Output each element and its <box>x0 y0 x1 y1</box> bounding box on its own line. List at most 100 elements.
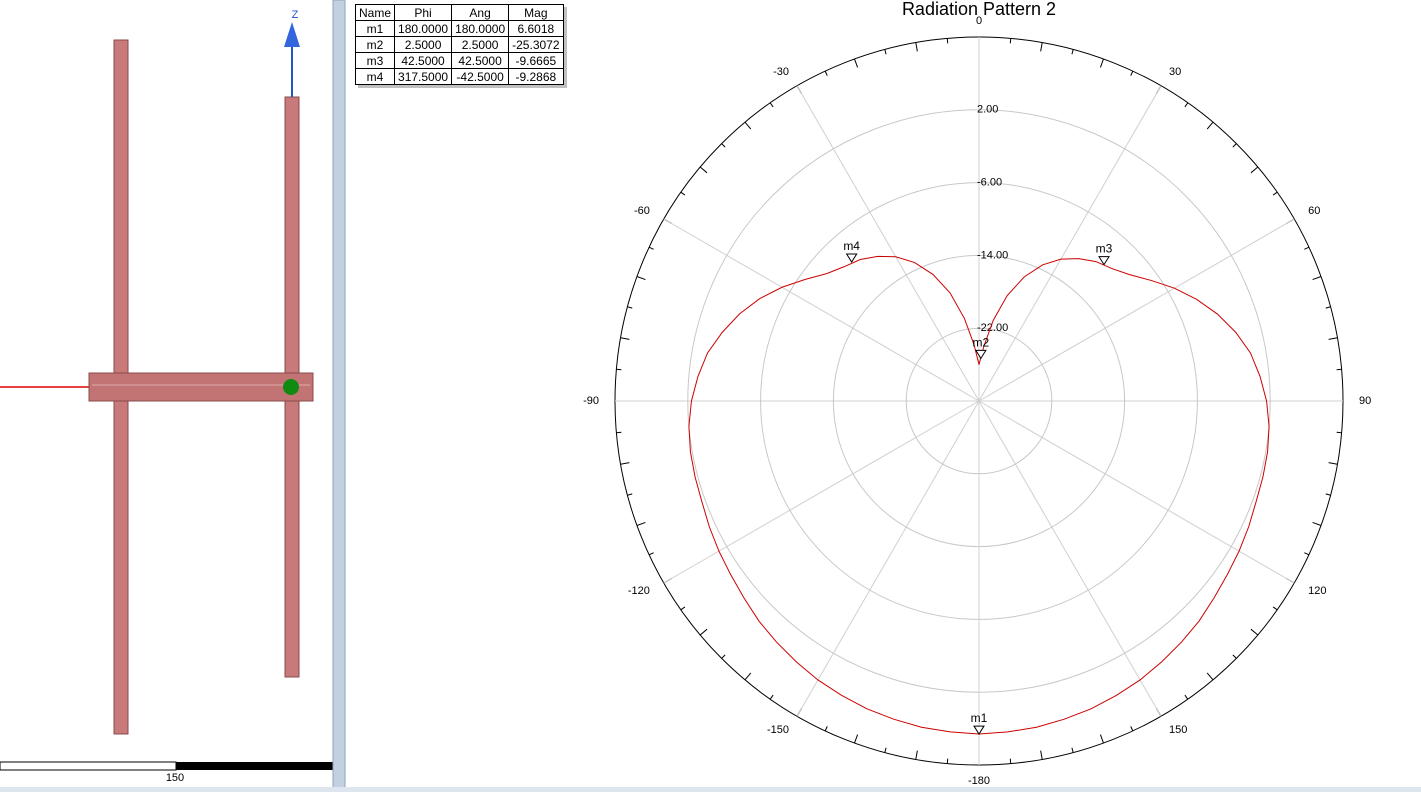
table-cell: Phi <box>394 4 453 21</box>
table-cell: Ang <box>451 4 510 21</box>
angle-tick <box>648 552 654 556</box>
marker-label: m4 <box>843 239 860 253</box>
feed-port <box>283 379 299 395</box>
angle-tick <box>824 726 828 732</box>
scale-bar <box>0 761 177 771</box>
angle-tick <box>636 276 646 281</box>
angle-tick <box>1232 654 1237 659</box>
table-cell: 180.0000 <box>451 20 510 37</box>
angle-tick <box>744 672 752 681</box>
angle-tick <box>620 462 630 465</box>
angle-label: -90 <box>583 395 599 407</box>
marker-label: m2 <box>973 336 990 350</box>
table-cell: m1 <box>354 20 396 37</box>
marker <box>845 253 858 263</box>
angle-tick <box>1184 694 1189 700</box>
splitter[interactable] <box>332 0 346 792</box>
angle-tick <box>648 246 654 250</box>
angle-label: 150 <box>1169 724 1187 736</box>
angle-tick <box>1304 246 1310 250</box>
table-row: m4 317.5000 -42.5000 -9.2868 <box>354 68 564 85</box>
angle-tick <box>1312 521 1322 526</box>
angle-tick <box>1130 70 1134 76</box>
angle-tick <box>1304 552 1310 556</box>
angle-tick <box>1272 191 1278 196</box>
grid-circle <box>760 182 1198 620</box>
angle-tick <box>1184 102 1189 108</box>
angle-tick <box>1040 750 1043 760</box>
angle-tick <box>915 42 918 52</box>
table-cell: -9.2868 <box>508 68 564 85</box>
angle-label: 60 <box>1308 205 1320 217</box>
angle-tick <box>1071 747 1074 753</box>
angle-label: -30 <box>773 66 789 78</box>
angle-tick <box>1099 734 1104 744</box>
angle-tick <box>1272 606 1278 611</box>
table-cell: Name <box>354 4 396 21</box>
table-cell: Mag <box>508 4 564 21</box>
grid-circle <box>687 109 1271 693</box>
angle-tick <box>769 102 774 108</box>
table-cell: -25.3072 <box>508 36 564 53</box>
angle-tick <box>1071 49 1074 55</box>
grid-spoke <box>978 400 1162 717</box>
angle-tick <box>627 493 633 496</box>
angle-tick <box>721 654 726 659</box>
marker-table: Name Phi Ang Mag m1 180.0000 180.0000 6.6018 m2 2… <box>354 4 564 85</box>
angle-tick <box>627 306 633 309</box>
status-strip <box>0 787 1421 792</box>
angle-tick <box>1232 143 1237 148</box>
grid-spoke <box>978 85 1162 402</box>
radial-label: -22.00 <box>977 322 1008 334</box>
radial-label: -14.00 <box>977 249 1008 261</box>
pattern-curve <box>688 255 1270 735</box>
angle-tick <box>680 606 686 611</box>
grid-spoke <box>978 218 1295 402</box>
angle-tick <box>1206 672 1214 681</box>
marker <box>973 725 985 736</box>
table-row: m2 2.5000 2.5000 -25.3072 <box>354 36 564 53</box>
table-cell: -9.6665 <box>508 52 564 69</box>
angle-tick <box>854 734 859 744</box>
scale-label: 150 <box>166 772 184 784</box>
angle-tick <box>1328 337 1338 340</box>
angle-label: -150 <box>767 724 789 736</box>
grid-spoke <box>663 218 980 402</box>
angle-tick <box>1130 726 1134 732</box>
table-cell: 42.5000 <box>451 52 510 69</box>
axis-label: Z <box>292 9 299 21</box>
marker <box>1098 256 1110 266</box>
angle-tick <box>1312 276 1322 281</box>
polar-plot: -180 -150 -120 -90 -60 -30 0 30 60 90 120 150 -22.00… <box>583 15 1371 787</box>
table-cell: 180.0000 <box>394 20 453 37</box>
angle-tick <box>824 70 828 76</box>
boom <box>88 372 314 402</box>
angle-label: -120 <box>628 585 650 597</box>
grid-spoke <box>663 400 980 584</box>
angle-tick <box>769 694 774 700</box>
marker-label: m1 <box>971 711 988 725</box>
angle-label: -60 <box>634 205 650 217</box>
angle-tick <box>1250 628 1259 636</box>
table-cell: m2 <box>354 36 396 53</box>
angle-tick <box>854 58 859 68</box>
marker <box>974 349 987 360</box>
scale-bar <box>176 762 333 770</box>
angle-tick <box>915 750 918 760</box>
table-cell: 2.5000 <box>394 36 453 53</box>
grid-circle <box>905 327 1053 475</box>
angle-tick <box>884 747 887 753</box>
angle-tick <box>1325 306 1331 309</box>
angle-tick <box>699 166 708 174</box>
table-cell: 6.6018 <box>508 20 564 37</box>
table-row: m1 180.0000 180.0000 6.6018 <box>354 20 564 37</box>
angle-tick <box>1099 58 1104 68</box>
angle-label: 90 <box>1359 395 1371 407</box>
angle-label: 30 <box>1169 66 1181 78</box>
z-axis-arrow <box>284 22 300 47</box>
angle-tick <box>721 143 726 148</box>
chart-title: Radiation Pattern 2 <box>902 0 1056 19</box>
angle-label: -180 <box>968 775 990 787</box>
